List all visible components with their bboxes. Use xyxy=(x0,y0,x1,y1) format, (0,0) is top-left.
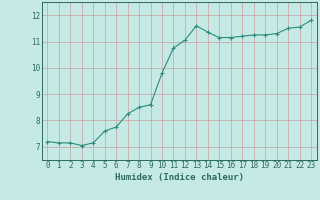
X-axis label: Humidex (Indice chaleur): Humidex (Indice chaleur) xyxy=(115,173,244,182)
